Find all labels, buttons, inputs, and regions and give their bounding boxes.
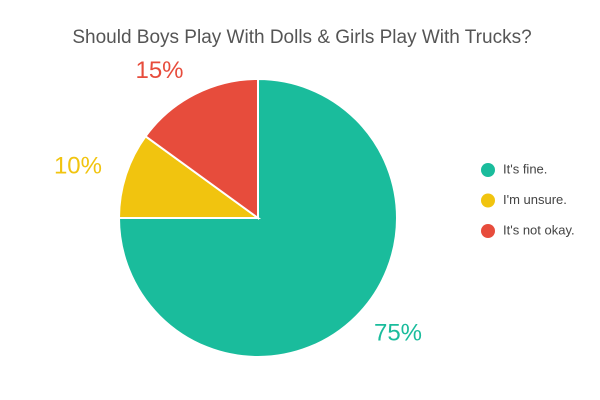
legend-marker bbox=[481, 193, 495, 208]
pie-slice bbox=[144, 77, 259, 220]
value-label: 75% bbox=[374, 319, 422, 346]
pie-slice bbox=[117, 77, 398, 358]
legend-label: It's not okay. bbox=[503, 222, 575, 237]
chart-title: Should Boys Play With Dolls & Girls Play… bbox=[72, 27, 531, 48]
value-label: 10% bbox=[54, 153, 102, 180]
legend-label: It's fine. bbox=[503, 161, 547, 176]
legend-marker bbox=[481, 224, 495, 238]
pie-slice bbox=[117, 134, 262, 219]
legend-label: I'm unsure. bbox=[503, 192, 567, 207]
value-label: 15% bbox=[135, 57, 183, 84]
legend-marker bbox=[481, 163, 495, 177]
